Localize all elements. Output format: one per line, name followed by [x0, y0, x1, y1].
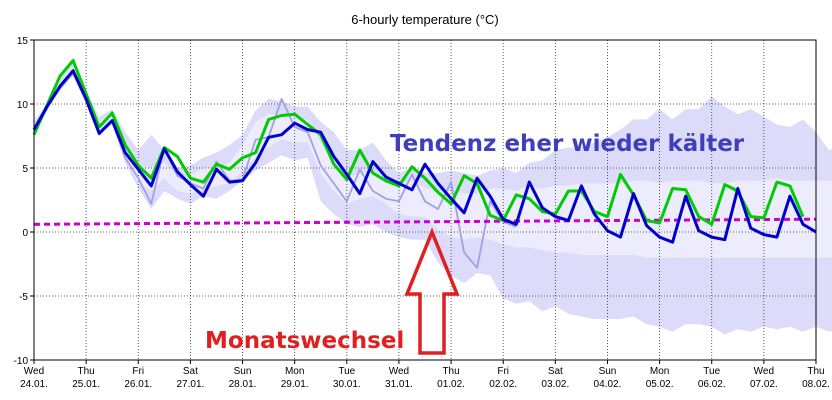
x-tick-day: Sat [548, 366, 563, 377]
x-tick-date: 25.01. [72, 379, 100, 390]
x-tick-day: Fri [497, 366, 509, 377]
y-tick-label: 0 [22, 228, 28, 239]
x-tick-date: 04.02. [594, 379, 622, 390]
x-tick-day: Fri [132, 366, 144, 377]
x-tick-date: 30.01. [333, 379, 361, 390]
main-run-line [32, 69, 817, 244]
x-tick-date: 05.02. [646, 379, 674, 390]
x-tick-date: 27.01. [176, 379, 204, 390]
chart-title: 6-hourly temperature (°C) [351, 12, 499, 27]
x-tick-day: Wed [754, 366, 774, 377]
x-tick-day: Thu [807, 366, 824, 377]
y-tick-label: 15 [17, 36, 29, 47]
x-tick-date: 29.01. [281, 379, 309, 390]
x-tick-date: 24.01. [20, 379, 48, 390]
x-tick-date: 28.01. [229, 379, 257, 390]
x-tick-date: 07.02. [750, 379, 778, 390]
x-tick-day: Wed [389, 366, 409, 377]
x-tick-date: 06.02. [698, 379, 726, 390]
x-tick-date: 08.02. [802, 379, 830, 390]
x-tick-date: 02.02. [489, 379, 517, 390]
x-tick-day: Thu [78, 366, 95, 377]
trend-annotation: Tendenz eher wieder kälter [390, 131, 745, 157]
up-arrow-icon [404, 227, 460, 355]
x-tick-date: 26.01. [124, 379, 152, 390]
x-tick-day: Thu [442, 366, 459, 377]
x-tick-date: 31.01. [385, 379, 413, 390]
annotations: Tendenz eher wieder kälter Monatswechsel [205, 131, 745, 355]
axes: 151050-5-10Wed24.01.Thu25.01.Fri26.01.Sa… [14, 36, 830, 390]
x-tick-day: Sat [183, 366, 198, 377]
x-tick-date: 03.02. [541, 379, 569, 390]
plot-frame [33, 39, 817, 361]
ensemble-spread [34, 63, 832, 335]
y-tick-label: -10 [14, 356, 29, 367]
y-tick-label: 10 [17, 100, 29, 111]
x-tick-day: Wed [24, 366, 44, 377]
x-tick-day: Tue [703, 366, 720, 377]
x-tick-day: Mon [650, 366, 669, 377]
ensemble-spread-inner [34, 66, 832, 258]
x-tick-day: Sun [234, 366, 252, 377]
x-tick-day: Sun [599, 366, 617, 377]
y-tick-label: 5 [22, 164, 28, 175]
y-tick-label: -5 [19, 292, 28, 303]
x-tick-date: 01.02. [437, 379, 465, 390]
series-lines [32, 59, 817, 269]
x-tick-day: Tue [338, 366, 355, 377]
long-term-mean-line [33, 217, 817, 226]
x-tick-day: Mon [285, 366, 304, 377]
month-change-annotation: Monatswechsel [205, 328, 404, 354]
